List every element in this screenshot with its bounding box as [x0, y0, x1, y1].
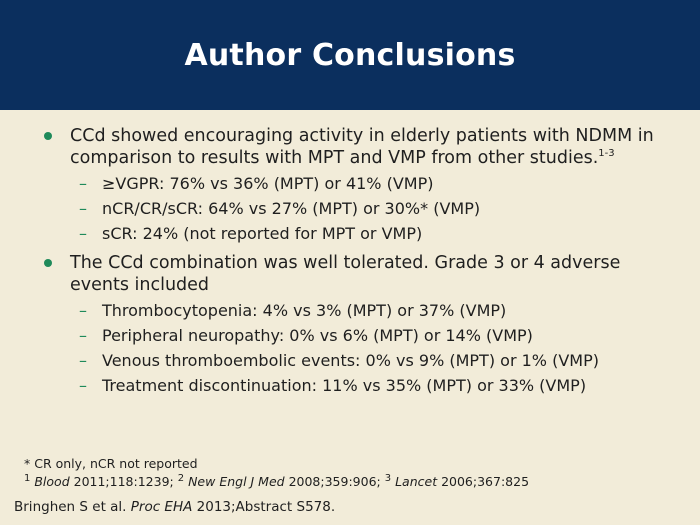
footnotes: * CR only, nCR not reported 1 Blood 2011…	[24, 455, 529, 491]
bullet-list: CCd showed encouraging activity in elder…	[44, 125, 684, 396]
ref-journal: Lancet	[395, 474, 438, 489]
sub-bullet-text: Thrombocytopenia: 4% vs 3% (MPT) or 37% …	[102, 301, 507, 320]
sub-bullet-item: – Venous thromboembolic events: 0% vs 9%…	[44, 350, 684, 371]
ref-number: 2	[177, 472, 185, 484]
bullet-item: CCd showed encouraging activity in elder…	[44, 125, 684, 169]
sub-bullet-item: – ≥VGPR: 76% vs 36% (MPT) or 41% (VMP)	[44, 173, 684, 194]
ref-cite: 2006;367:825	[437, 474, 530, 489]
sub-bullet-item: – Thrombocytopenia: 4% vs 3% (MPT) or 37…	[44, 300, 684, 321]
sub-bullet-item: – nCR/CR/sCR: 64% vs 27% (MPT) or 30%* (…	[44, 198, 684, 219]
reference-superscript: 1-3	[598, 148, 615, 160]
sub-bullet-item: – Peripheral neuropathy: 0% vs 6% (MPT) …	[44, 325, 684, 346]
sub-bullet-text: Treatment discontinuation: 11% vs 35% (M…	[102, 376, 587, 395]
sub-bullet-text: ≥VGPR: 76% vs 36% (MPT) or 41% (VMP)	[102, 174, 434, 193]
slide-title: Author Conclusions	[184, 37, 516, 73]
sub-bullet-text: sCR: 24% (not reported for MPT or VMP)	[102, 224, 423, 243]
dash-icon: –	[79, 351, 87, 370]
dash-icon: –	[79, 326, 87, 345]
references-line: 1 Blood 2011;118:1239; 2 New Engl J Med …	[24, 473, 529, 491]
sub-bullet-item: – sCR: 24% (not reported for MPT or VMP)	[44, 223, 684, 244]
cr-footnote: * CR only, nCR not reported	[24, 456, 198, 471]
dash-icon: –	[79, 376, 87, 395]
dash-icon: –	[79, 174, 87, 193]
sub-bullet-text: Peripheral neuropathy: 0% vs 6% (MPT) or…	[102, 326, 533, 345]
sub-bullet-text: Venous thromboembolic events: 0% vs 9% (…	[102, 351, 599, 370]
dash-icon: –	[79, 199, 87, 218]
ref-cite: 2011;118:1239;	[69, 474, 178, 489]
dash-icon: –	[79, 301, 87, 320]
bullet-text: The CCd combination was well tolerated. …	[70, 253, 621, 295]
title-bar: Author Conclusions	[0, 0, 700, 110]
ref-cite: 2008;359:906;	[284, 474, 385, 489]
sub-bullet-text: nCR/CR/sCR: 64% vs 27% (MPT) or 30%* (VM…	[102, 199, 481, 218]
citation-rest: 2013;Abstract S578.	[192, 499, 336, 515]
sub-bullet-item: – Treatment discontinuation: 11% vs 35% …	[44, 375, 684, 396]
dash-icon: –	[79, 224, 87, 243]
citation-journal: Proc EHA	[130, 499, 193, 515]
bullet-text: CCd showed encouraging activity in elder…	[70, 126, 654, 168]
bullet-dot-icon	[44, 259, 52, 267]
source-citation: Bringhen S et al. Proc EHA 2013;Abstract…	[14, 499, 335, 515]
ref-journal: New Engl J Med	[188, 474, 285, 489]
ref-number: 3	[384, 472, 392, 484]
bullet-item: The CCd combination was well tolerated. …	[44, 252, 684, 296]
bullet-dot-icon	[44, 132, 52, 140]
citation-authors: Bringhen S et al.	[14, 499, 131, 515]
ref-journal: Blood	[34, 474, 70, 489]
ref-number: 1	[24, 472, 31, 484]
